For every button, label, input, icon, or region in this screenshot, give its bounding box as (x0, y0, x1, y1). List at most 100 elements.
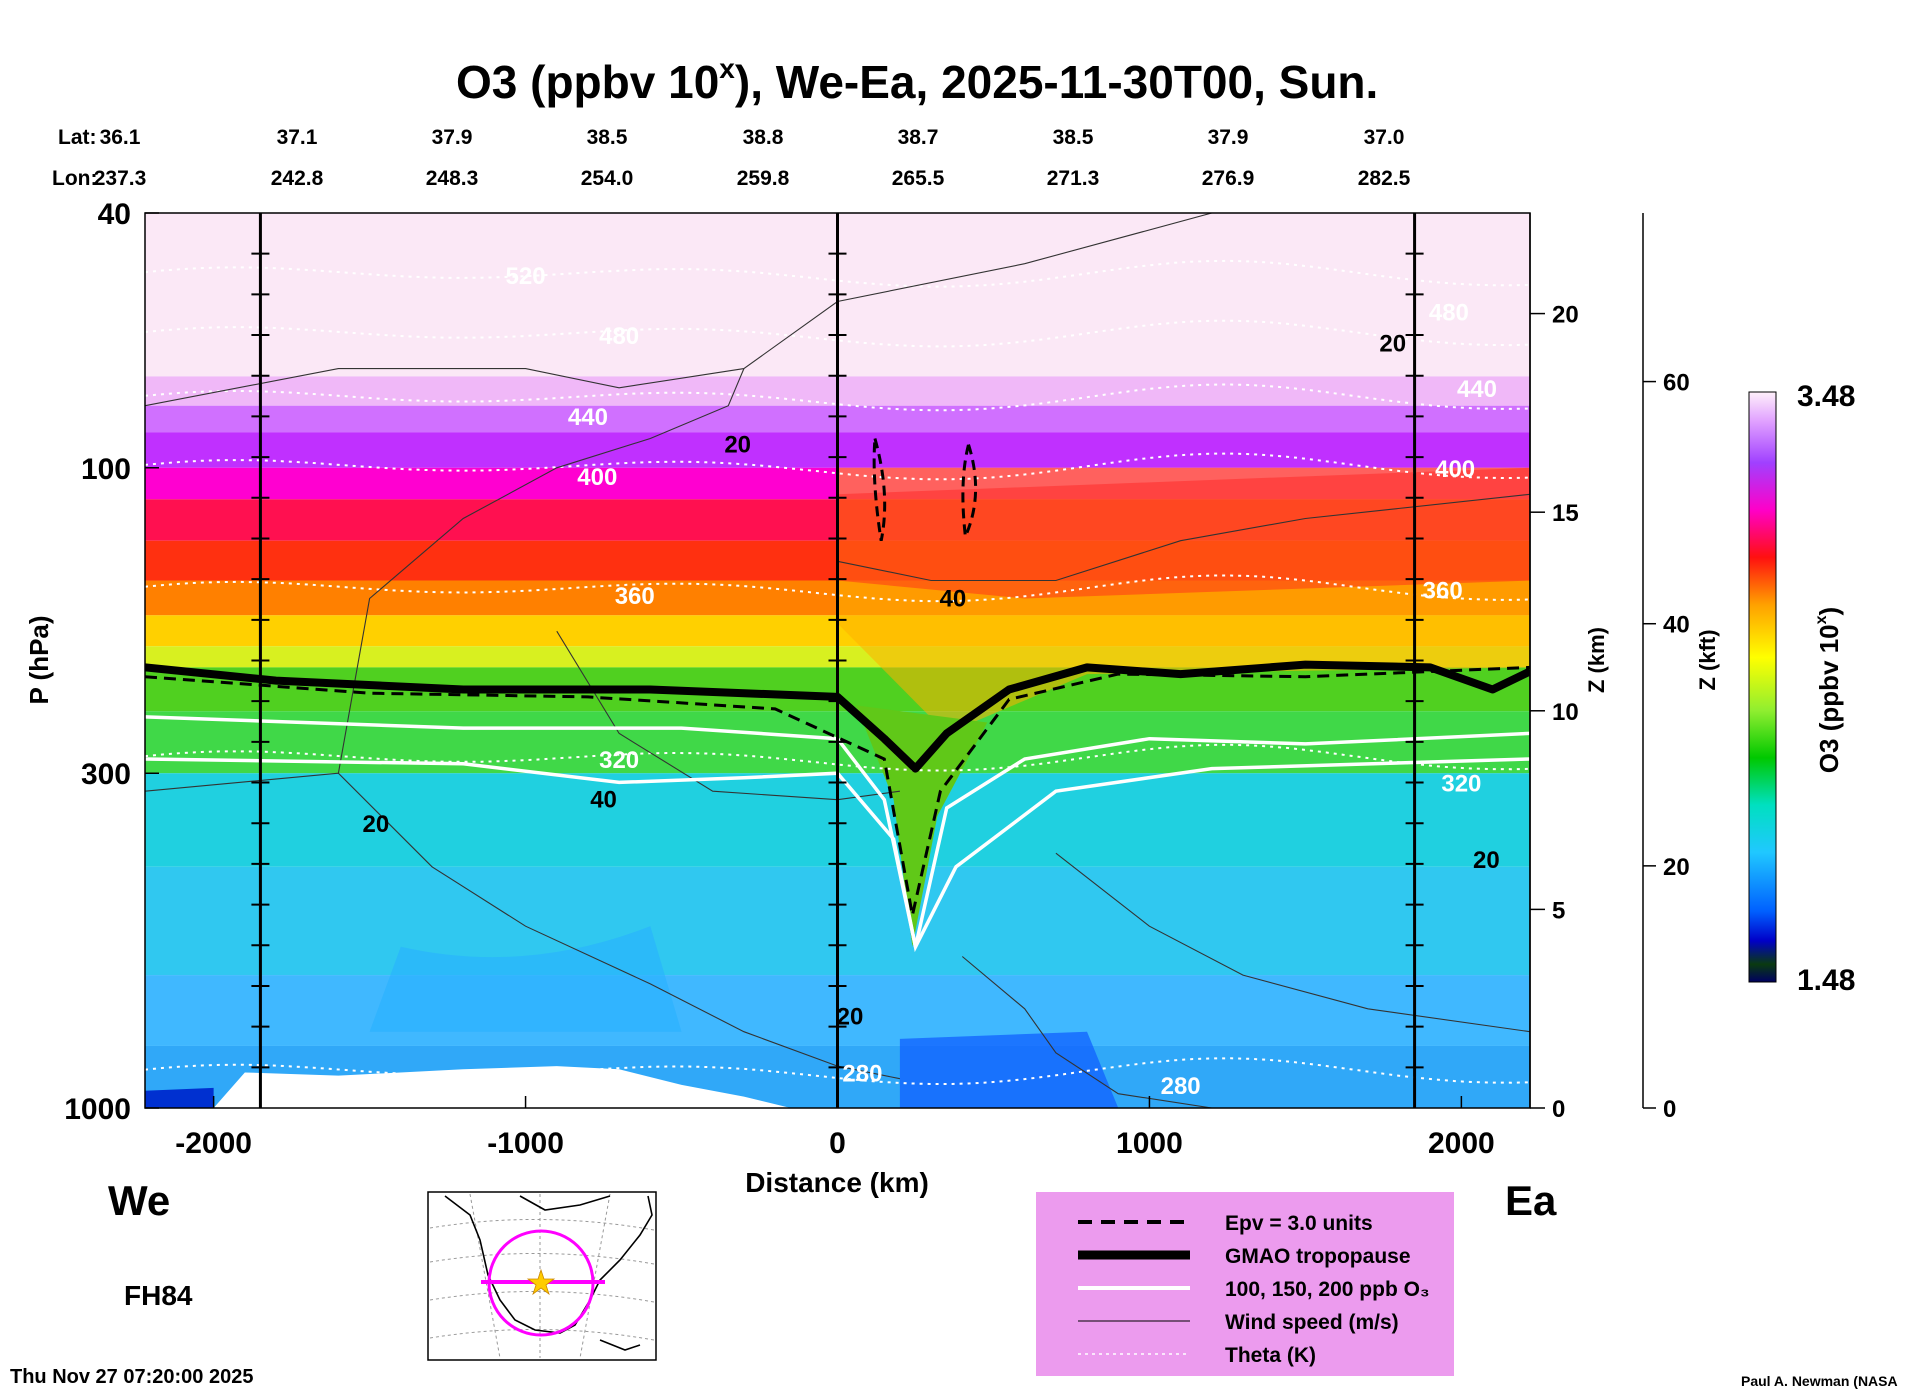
section-marker (1405, 213, 1424, 1108)
z-kft-axis: 0 20 40 60 (1642, 213, 1690, 1123)
chart-title: O3 (ppbv 10x), We-Ea, 2025-11-30T00, Sun… (456, 53, 1378, 108)
p-tick-label: 300 (81, 758, 131, 791)
lon-value: 242.8 (271, 167, 324, 190)
wind-speed-label: 20 (362, 811, 389, 838)
low-ozone-patch (145, 1087, 214, 1108)
lon-value: 282.5 (1358, 167, 1411, 190)
x-axis-label: Distance (km) (745, 1167, 929, 1198)
lat-label: Lat: (58, 126, 97, 149)
lon-value: 271.3 (1047, 167, 1100, 190)
wind-speed-contour (337, 368, 745, 774)
section-marker (828, 213, 847, 1108)
z-km-tick-label: 15 (1552, 500, 1579, 527)
theta-label: 480 (1429, 299, 1469, 326)
legend-label: Theta (K) (1225, 1344, 1316, 1367)
z-km-tick-label: 20 (1552, 302, 1579, 329)
wind-speed-label: 20 (724, 432, 751, 459)
theta-label: 360 (1423, 578, 1463, 605)
x-tick-label: 1000 (1116, 1127, 1183, 1160)
lon-value: 254.0 (581, 167, 634, 190)
lon-label: Lon: (52, 167, 97, 190)
p-tick-label: 100 (81, 453, 131, 486)
wind-speed-label: 20 (1379, 331, 1406, 358)
wind-speed-contour (837, 493, 1530, 582)
ozone-east-red (837, 467, 1530, 599)
x-axis: -2000 -1000 0 1000 2000 (175, 1096, 1495, 1160)
ozone-contour (145, 757, 1530, 953)
plot-area: 520 480 440 400 360 320 280 280 440 400 360 320 480 2… (145, 213, 1530, 1108)
wind-speed-label: 20 (837, 1004, 864, 1031)
lat-value: 38.5 (587, 126, 628, 149)
lon-value: 265.5 (892, 167, 945, 190)
colorbar-max-label: 3.48 (1797, 380, 1855, 413)
z-km-axis: 0 5 10 15 20 (1529, 213, 1579, 1123)
x-tick-label: 2000 (1428, 1127, 1495, 1160)
z-kft-tick-label: 40 (1663, 612, 1690, 639)
colorbar-axis-label: O3 (ppbv 10x) (1813, 607, 1844, 773)
p-tick-label: 1000 (64, 1093, 131, 1126)
lon-value: 276.9 (1202, 167, 1255, 190)
wind-speed-contour (145, 772, 901, 1080)
wind-speed-label: 40 (940, 585, 967, 612)
east-label: Ea (1505, 1177, 1557, 1224)
lon-value: 259.8 (737, 167, 790, 190)
lat-value: 36.1 (100, 126, 141, 149)
footer-credit: Paul A. Newman (NASA (1741, 1373, 1898, 1389)
colorbar (1748, 391, 1777, 983)
terrain-mask (213, 1066, 791, 1108)
lat-value: 37.0 (1364, 126, 1405, 149)
lon-value: 237.3 (94, 167, 147, 190)
theta-label: 320 (599, 747, 639, 774)
epv-contour (145, 665, 1530, 916)
lat-value: 37.9 (432, 126, 473, 149)
z-kft-tick-label: 0 (1663, 1096, 1676, 1123)
section-marker (251, 213, 270, 1108)
lat-value: 38.5 (1053, 126, 1094, 149)
legend: Epv = 3.0 units GMAO tropopause 100, 150, … (1036, 1192, 1454, 1376)
latlon-header: 36.1 237.3 37.1 242.8 37.9 248.3 38.5 254.0 38.8… (94, 126, 1411, 190)
legend-label: Wind speed (m/s) (1225, 1311, 1399, 1334)
lat-value: 38.7 (898, 126, 939, 149)
colorbar-min-label: 1.48 (1797, 964, 1855, 997)
x-tick-label: -1000 (487, 1127, 564, 1160)
theta-label: 280 (1161, 1073, 1201, 1100)
x-tick-label: -2000 (175, 1127, 252, 1160)
low-ozone-patch (369, 926, 682, 1032)
theta-label: 320 (1441, 770, 1481, 797)
tropopause-line (145, 660, 1530, 773)
lat-value: 37.1 (277, 126, 318, 149)
lat-value: 38.8 (743, 126, 784, 149)
low-ozone-patch (899, 1031, 1119, 1108)
z-kft-tick-label: 60 (1663, 370, 1690, 397)
legend-label: 100, 150, 200 ppb O₃ (1225, 1278, 1430, 1301)
wind-speed-contour (145, 213, 1212, 407)
theta-label: 400 (577, 464, 617, 491)
lon-value: 248.3 (426, 167, 479, 190)
theta-label: 520 (506, 263, 546, 290)
lat-value: 37.9 (1208, 126, 1249, 149)
epv-contour (872, 438, 887, 542)
legend-label: GMAO tropopause (1225, 1245, 1411, 1268)
y-axis-label: P (hPa) (24, 615, 54, 704)
tropopause-fold (856, 705, 988, 947)
legend-label: Epv = 3.0 units (1225, 1212, 1373, 1235)
west-label: We (108, 1177, 170, 1224)
theta-label: 480 (599, 323, 639, 350)
z-km-tick-label: 5 (1552, 897, 1565, 924)
z-kft-tick-label: 20 (1663, 854, 1690, 881)
p-tick-label: 40 (98, 198, 131, 231)
center-star-icon (526, 1268, 556, 1296)
z-km-axis-label: Z (km) (1584, 627, 1609, 693)
wind-speed-contour (1055, 852, 1530, 1033)
z-kft-axis-label: Z (kft) (1695, 629, 1720, 690)
x-tick-label: 0 (829, 1127, 846, 1160)
theta-label: 400 (1435, 456, 1475, 483)
forecast-hour-label: FH84 (124, 1280, 193, 1311)
theta-label: 440 (568, 404, 608, 431)
wind-speed-label: 40 (590, 787, 617, 814)
z-km-tick-label: 10 (1552, 699, 1579, 726)
pressure-axis: 40 100 300 1000 (64, 198, 159, 1126)
map-inset (427, 1191, 657, 1361)
theta-label: 360 (615, 583, 655, 610)
